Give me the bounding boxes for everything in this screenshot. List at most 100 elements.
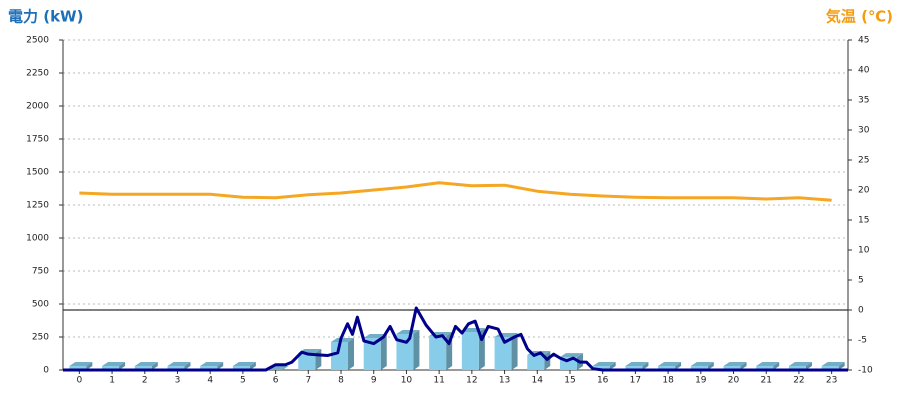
x-tick-label: 7 (305, 376, 311, 386)
bar-top (331, 338, 355, 343)
bar-top (232, 362, 256, 367)
bar-side (119, 362, 126, 370)
x-tick-label: 14 (532, 376, 544, 386)
bar (690, 366, 708, 370)
bar-side (380, 334, 387, 370)
bar (429, 335, 447, 370)
bar-top (756, 362, 780, 367)
x-tick-label: 17 (630, 376, 641, 386)
bar (756, 366, 774, 370)
x-tick-label: 20 (728, 376, 740, 386)
bar-side (707, 362, 714, 370)
y2-tick-label: -5 (858, 336, 867, 346)
x-tick-label: 19 (695, 376, 707, 386)
x-tick-label: 2 (142, 376, 148, 386)
bar (527, 354, 545, 370)
bar (625, 366, 643, 370)
y-tick-label: 500 (32, 300, 49, 310)
bar-top (821, 362, 845, 367)
bar (331, 342, 349, 370)
bar (494, 337, 512, 370)
bar (69, 366, 87, 370)
bar-side (740, 362, 747, 370)
x-tick-label: 1 (109, 376, 115, 386)
bar-top (723, 362, 747, 367)
bar-side (249, 362, 256, 370)
x-tick-label: 3 (175, 376, 181, 386)
x-tick-label: 12 (466, 376, 477, 386)
bar (232, 366, 250, 370)
bar (788, 366, 806, 370)
bar (102, 366, 120, 370)
x-tick-label: 23 (826, 376, 837, 386)
bar-top (102, 362, 126, 367)
bar (134, 366, 152, 370)
bar-top (200, 362, 224, 367)
x-tick-label: 22 (793, 376, 804, 386)
bar-top (690, 362, 714, 367)
bar-top (396, 329, 420, 334)
x-tick-label: 4 (207, 376, 213, 386)
bar-top (788, 362, 812, 367)
x-tick-label: 5 (240, 376, 246, 386)
line (79, 181, 832, 202)
y-tick-label: 1000 (26, 234, 49, 244)
bar-side (773, 362, 780, 370)
bar (396, 333, 414, 370)
bar-side (511, 333, 518, 370)
bar-side (805, 362, 812, 370)
y2-tick-label: 30 (858, 126, 870, 136)
x-tick-label: 13 (499, 376, 510, 386)
bar-top (134, 362, 158, 367)
bar-top (559, 353, 583, 358)
x-tick-label: 6 (273, 376, 279, 386)
y-tick-label: 1250 (26, 201, 49, 211)
bar (658, 366, 676, 370)
bar-side (413, 329, 420, 370)
y2-tick-label: -10 (858, 366, 873, 376)
x-tick-label: 15 (564, 376, 575, 386)
bar (167, 366, 185, 370)
y-tick-label: 2250 (26, 69, 49, 79)
bar (363, 338, 381, 370)
bar (298, 352, 316, 370)
bar-top (592, 362, 616, 367)
y-axis-title: 電力 (kW) (8, 8, 83, 26)
bar-side (675, 362, 682, 370)
x-tick-label: 18 (662, 376, 674, 386)
x-tick-label: 11 (433, 376, 444, 386)
x-tick-label: 0 (76, 376, 82, 386)
y2-tick-label: 35 (858, 96, 869, 106)
bar-top (658, 362, 682, 367)
y2-tick-label: 20 (858, 186, 870, 196)
y2-tick-label: 25 (858, 156, 869, 166)
line (63, 306, 848, 372)
y2-tick-label: 0 (858, 306, 864, 316)
y-tick-label: 1500 (26, 168, 49, 178)
bar-top (625, 362, 649, 367)
x-tick-label: 10 (401, 376, 413, 386)
y-tick-label: 1750 (26, 135, 49, 145)
y-tick-label: 250 (32, 333, 49, 343)
y2-axis-title: 気温 (℃) (826, 8, 893, 26)
bar-side (642, 362, 649, 370)
bar-side (609, 362, 616, 370)
y-tick-label: 2000 (26, 102, 49, 112)
y-tick-label: 750 (32, 267, 49, 277)
bar (592, 366, 610, 370)
x-tick-label: 9 (371, 376, 377, 386)
bar (723, 366, 741, 370)
bar-top (167, 362, 191, 367)
x-tick-label: 16 (597, 376, 609, 386)
bar-side (86, 362, 93, 370)
y-tick-label: 2500 (26, 36, 49, 46)
y2-tick-label: 40 (858, 66, 870, 76)
bar-side (838, 362, 845, 370)
bar (461, 331, 479, 370)
y-tick-label: 0 (43, 366, 49, 376)
x-tick-label: 8 (338, 376, 344, 386)
y2-tick-label: 15 (858, 216, 869, 226)
bar-side (217, 362, 224, 370)
y2-tick-label: 10 (858, 246, 870, 256)
